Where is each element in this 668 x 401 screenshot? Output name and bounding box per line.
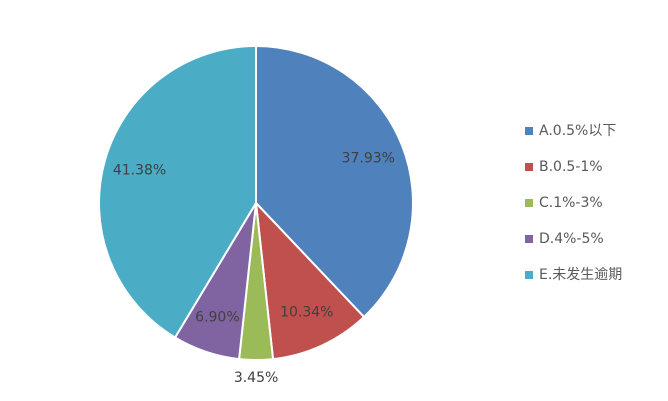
legend-label: B.0.5-1% [539,159,603,175]
data-label: 3.45% [234,370,278,386]
pie-slice [254,200,366,361]
legend-swatch [525,271,533,279]
legend-swatch [525,199,533,207]
legend-label: A.0.5%以下 [539,123,616,139]
data-label: 10.34% [280,305,333,321]
legend-swatch [525,127,533,135]
pie-slice [255,44,414,319]
legend-label: E.未发生逾期 [539,267,622,283]
data-label: 41.38% [113,163,166,179]
legend-label: C.1%-3% [539,195,603,211]
data-label: 6.90% [195,310,239,326]
pie-slice [98,44,257,339]
legend-label: D.4%-5% [539,231,604,247]
legend-swatch [525,235,533,243]
legend-swatch [525,163,533,171]
data-label: 37.93% [342,150,395,166]
